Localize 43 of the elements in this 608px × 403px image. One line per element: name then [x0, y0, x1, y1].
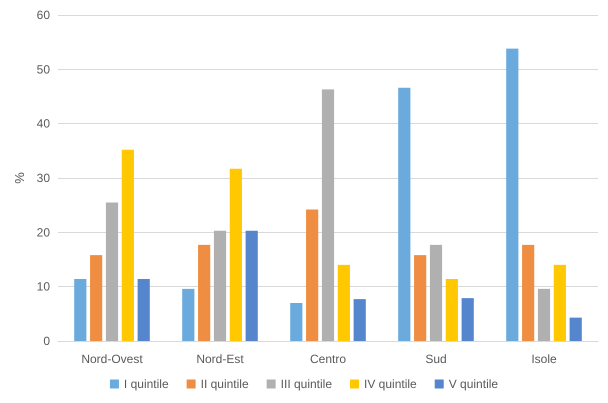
y-tick-label: 20: [36, 225, 50, 240]
legend-label: II quintile: [200, 377, 249, 391]
y-tick-label: 10: [36, 280, 50, 294]
bar: [290, 302, 302, 341]
y-tick-label: 30: [36, 171, 50, 185]
bar: [338, 264, 350, 341]
bar: [122, 150, 134, 341]
bar: [354, 299, 366, 341]
bar: [414, 255, 426, 341]
bar: [554, 264, 566, 341]
bar: [198, 244, 210, 341]
bar: [506, 48, 518, 341]
legend-label: I quintile: [124, 377, 169, 391]
bar: [322, 89, 334, 341]
bar: [306, 210, 318, 341]
bar: [246, 230, 258, 341]
legend-label: V quintile: [448, 377, 498, 391]
bar: [522, 244, 534, 341]
y-tick-label: 60: [36, 8, 50, 22]
y-axis-title: %: [12, 172, 27, 184]
bar: [462, 298, 474, 341]
y-tick-label: 0: [43, 334, 50, 348]
y-tick-label: 40: [36, 116, 50, 131]
x-tick-label: Centro: [310, 352, 346, 366]
y-tick-label: 50: [36, 62, 50, 76]
bar: [430, 244, 442, 341]
legend-label: III quintile: [280, 377, 332, 391]
bar: [74, 279, 86, 341]
bar: [230, 168, 242, 341]
bar: [446, 279, 458, 341]
bar: [106, 202, 118, 341]
x-tick-label: Nord-Ovest: [81, 352, 144, 366]
x-tick-label: Isole: [531, 352, 557, 366]
bar: [538, 288, 550, 341]
bar: [90, 255, 102, 341]
bar: [214, 230, 226, 341]
legend-label: IV quintile: [364, 377, 418, 391]
bar: [138, 279, 150, 341]
x-tick-label: Nord-Est: [196, 352, 244, 366]
x-tick-label: Sud: [425, 352, 447, 366]
bar: [570, 318, 582, 341]
bar: [398, 88, 410, 341]
bar: [182, 288, 194, 341]
